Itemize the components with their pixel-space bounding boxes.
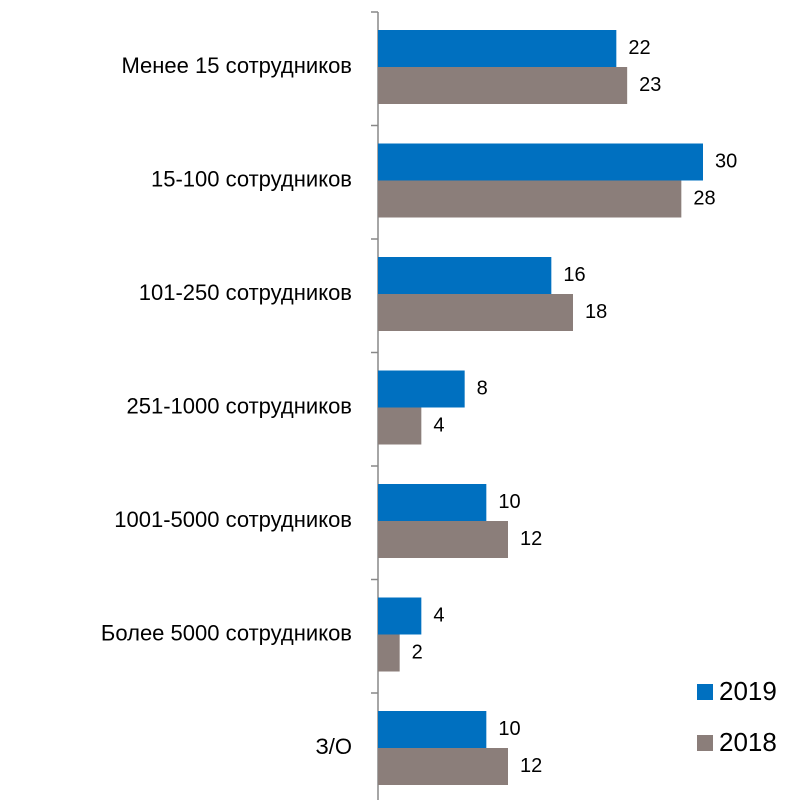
category-label: 1001-5000 сотрудников bbox=[114, 507, 352, 532]
category-label: 15-100 сотрудников bbox=[151, 166, 352, 191]
category-label: 101-250 сотрудников bbox=[139, 280, 352, 305]
value-label: 10 bbox=[498, 491, 520, 513]
value-label: 30 bbox=[715, 150, 737, 172]
bar bbox=[378, 597, 422, 635]
value-label: 16 bbox=[563, 264, 585, 286]
bar bbox=[378, 370, 465, 408]
category-label: З/О bbox=[315, 734, 352, 759]
bar bbox=[378, 180, 682, 218]
bar bbox=[378, 484, 487, 521]
value-label: 12 bbox=[520, 755, 542, 777]
value-label: 12 bbox=[520, 528, 542, 550]
bar bbox=[378, 748, 508, 785]
bar bbox=[378, 294, 573, 331]
value-label: 23 bbox=[639, 74, 661, 96]
value-label: 18 bbox=[585, 301, 607, 323]
value-label: 4 bbox=[433, 604, 444, 626]
category-label: 251-1000 сотрудников bbox=[127, 393, 353, 418]
bar bbox=[378, 521, 508, 558]
legend-label: 2018 bbox=[719, 727, 777, 757]
bar bbox=[378, 407, 422, 445]
legend-swatch bbox=[697, 735, 713, 751]
legend-label: 2019 bbox=[719, 676, 777, 706]
value-label: 4 bbox=[433, 414, 444, 436]
value-label: 8 bbox=[477, 377, 488, 399]
category-label: Более 5000 сотрудников bbox=[101, 620, 352, 645]
value-label: 28 bbox=[693, 187, 715, 209]
value-label: 2 bbox=[412, 641, 423, 663]
bar bbox=[378, 30, 617, 67]
bar bbox=[378, 711, 487, 748]
bar bbox=[378, 67, 628, 104]
bar bbox=[378, 143, 703, 181]
bar bbox=[378, 634, 400, 672]
value-label: 10 bbox=[498, 718, 520, 740]
bar bbox=[378, 257, 552, 294]
value-label: 22 bbox=[628, 37, 650, 59]
category-label: Менее 15 сотрудников bbox=[121, 53, 352, 78]
legend-swatch bbox=[697, 684, 713, 700]
